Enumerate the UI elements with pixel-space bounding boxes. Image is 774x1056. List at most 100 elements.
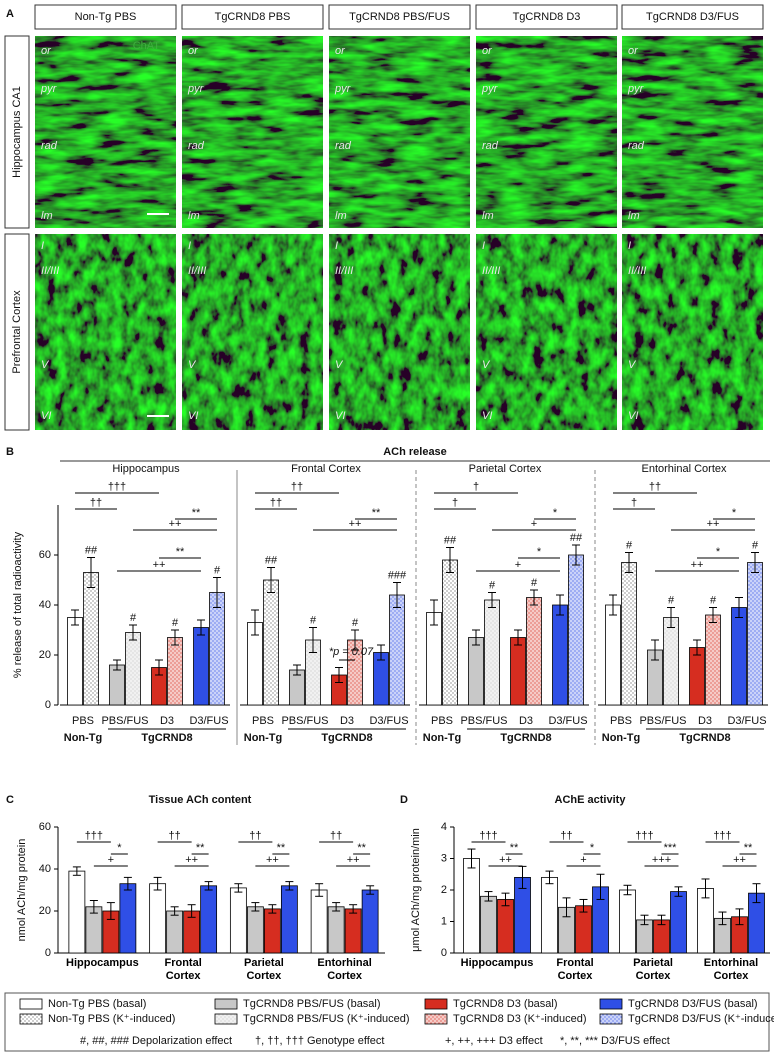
y-axis-title: μmol ACh/mg protein/min	[410, 828, 422, 952]
error-bar	[197, 619, 205, 636]
significance-mark: #	[626, 539, 633, 551]
error-bar	[651, 639, 659, 661]
bar	[568, 554, 584, 706]
subplot-title: Entorhinal Cortex	[642, 463, 727, 475]
category-label: Hippocampus	[460, 957, 534, 969]
chart-title: ACh release	[383, 446, 447, 458]
error-bar	[735, 908, 744, 926]
bar	[85, 906, 103, 954]
error-bar	[430, 599, 438, 626]
bracket-label: ††	[649, 481, 661, 493]
layer-label: I	[188, 240, 191, 252]
layer-label: pyr	[627, 83, 645, 95]
bracket-label: ++	[169, 518, 182, 530]
bar	[541, 877, 558, 954]
bracket-label: ††	[560, 830, 572, 842]
legend-swatch	[424, 998, 448, 1010]
error-bar	[351, 629, 359, 651]
y-tick-label: 0	[441, 947, 447, 959]
significance-mark: #	[752, 539, 759, 551]
bracket-label: ††	[249, 830, 261, 842]
layer-label: I	[41, 240, 44, 252]
bracket-label: *	[553, 507, 558, 519]
error-bar	[377, 644, 385, 661]
layer-label: V	[41, 359, 50, 371]
group-label: TgCRND8	[321, 732, 372, 744]
bar	[497, 899, 514, 954]
layer-label: lm	[188, 210, 200, 222]
bar	[109, 664, 125, 706]
bracket-label: *	[590, 842, 595, 854]
bar	[310, 889, 328, 954]
error-bar	[315, 883, 324, 897]
layer-label: V	[188, 359, 197, 371]
error-bar	[335, 667, 343, 683]
bar	[468, 637, 484, 706]
error-bar	[657, 914, 666, 926]
y-tick-label: 3	[441, 852, 447, 864]
error-bar	[752, 883, 761, 904]
bar	[442, 559, 458, 706]
bracket-label: *	[117, 842, 122, 854]
bracket-label: ++	[347, 854, 360, 866]
error-bar	[155, 659, 163, 676]
error-bar	[545, 870, 554, 885]
bracket-label: **	[744, 842, 753, 854]
layer-label: V	[482, 359, 491, 371]
y-tick-label: 60	[39, 821, 51, 833]
layer-label: rad	[482, 140, 499, 152]
x-tick-label: PBS	[72, 715, 94, 727]
error-bar	[562, 897, 571, 918]
bracket-label: †††	[479, 830, 497, 842]
group-label: Non-Tg	[602, 732, 640, 744]
legend-swatch	[599, 998, 623, 1010]
significance-mark: #	[710, 594, 717, 606]
row-label: Prefrontal Cortex	[11, 290, 23, 374]
error-bar	[393, 582, 401, 608]
column-header: TgCRND8 D3	[513, 11, 581, 23]
bracket-label: ††	[270, 497, 282, 509]
bar	[149, 883, 167, 954]
bar	[68, 870, 86, 954]
x-tick-label: D3/FUS	[369, 715, 408, 727]
bar	[200, 885, 218, 954]
bar	[552, 604, 568, 706]
legend-label: TgCRND8 D3/FUS (K⁺-induced)	[628, 1013, 774, 1025]
error-bar	[751, 552, 759, 573]
micrograph-signal	[476, 36, 617, 228]
category-label: Entorhinal Cortex	[317, 957, 372, 982]
bar	[263, 908, 281, 954]
significance-mark: ##	[265, 554, 278, 566]
bar	[575, 905, 592, 954]
layer-label: or	[41, 45, 52, 57]
bar	[663, 617, 679, 706]
layer-label: pyr	[334, 83, 352, 95]
y-tick-label: 40	[39, 863, 51, 875]
error-bar	[332, 902, 341, 912]
panel-label: B	[6, 446, 14, 458]
bracket-label: *	[537, 546, 542, 558]
bracket-label: **	[192, 507, 201, 519]
bar	[731, 607, 747, 706]
x-tick-label: PBS	[252, 715, 274, 727]
column-header-box	[328, 4, 471, 30]
bar	[747, 562, 763, 706]
group-label: Non-Tg	[423, 732, 461, 744]
group-label: TgCRND8	[141, 732, 192, 744]
legend-swatch	[599, 1013, 623, 1025]
error-bar	[87, 557, 95, 588]
layer-label: or	[335, 45, 346, 57]
bar	[621, 562, 637, 706]
layer-label: VI	[188, 410, 198, 422]
legend-box	[4, 992, 770, 1052]
layer-label: pyr	[481, 83, 499, 95]
bar	[361, 889, 379, 954]
legend-swatch	[214, 1013, 238, 1025]
category-label: Hippocampus	[66, 957, 139, 969]
x-tick-label: PBS/FUS	[460, 715, 507, 727]
bracket-label: ++	[499, 854, 512, 866]
error-bar	[251, 902, 260, 912]
error-bar	[267, 567, 275, 593]
error-bar	[153, 876, 162, 891]
